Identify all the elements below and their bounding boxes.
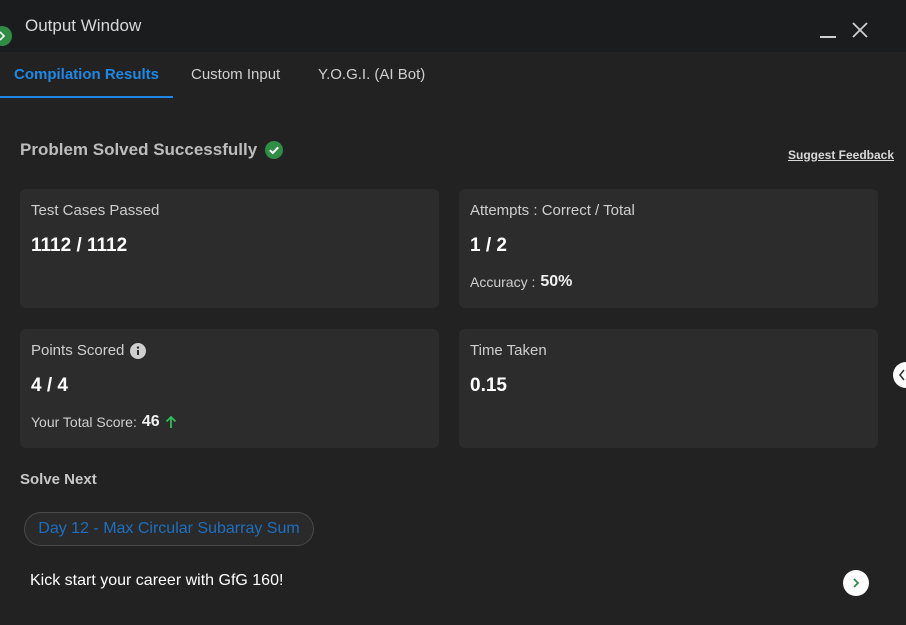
tab-bar: Compilation Results Custom Input Y.O.G.I… bbox=[0, 52, 906, 98]
test-cases-value: 1112 / 1112 bbox=[31, 235, 128, 256]
test-cases-label: Test Cases Passed bbox=[31, 202, 160, 219]
accuracy-value: 50% bbox=[540, 273, 573, 290]
window-title: Output Window bbox=[25, 16, 142, 35]
info-icon[interactable] bbox=[130, 342, 147, 359]
total-score-value: 46 bbox=[141, 413, 160, 430]
tab-custom-input[interactable]: Custom Input bbox=[191, 66, 281, 83]
tab-compilation-results[interactable]: Compilation Results bbox=[14, 66, 160, 83]
arrow-up-icon bbox=[165, 415, 177, 429]
points-label-row: Points Scored bbox=[31, 342, 147, 359]
time-taken-card: Time Taken 0.15 bbox=[459, 329, 878, 448]
accuracy-label: Accuracy : bbox=[470, 274, 536, 290]
test-cases-card: Test Cases Passed 1112 / 1112 bbox=[20, 189, 439, 308]
title-bar: Output Window bbox=[0, 0, 906, 52]
active-tab-indicator bbox=[0, 96, 173, 98]
chevron-right-icon[interactable] bbox=[843, 570, 869, 596]
time-taken-label: Time Taken bbox=[470, 342, 547, 359]
check-circle-icon bbox=[265, 141, 284, 159]
attempts-value: 1 / 2 bbox=[470, 235, 507, 256]
accuracy-row: Accuracy : 50% bbox=[470, 273, 572, 291]
next-problem-chip[interactable]: Day 12 - Max Circular Subarray Sum bbox=[24, 512, 314, 546]
points-label: Points Scored bbox=[31, 342, 125, 359]
tab-yogi-ai-bot[interactable]: Y.O.G.I. (AI Bot) bbox=[318, 66, 426, 83]
points-card: Points Scored 4 / 4 Your Total Score: 46 bbox=[20, 329, 439, 448]
suggest-feedback-link[interactable]: Suggest Feedback bbox=[788, 148, 895, 162]
promo-text: Kick start your career with GfG 160! bbox=[30, 572, 284, 589]
status-heading-text: Problem Solved Successfully bbox=[20, 140, 258, 159]
attempts-label: Attempts : Correct / Total bbox=[470, 202, 635, 219]
chevron-right-icon[interactable] bbox=[0, 26, 12, 46]
minimize-icon[interactable] bbox=[818, 22, 838, 40]
total-score-label: Your Total Score: bbox=[31, 414, 137, 430]
solve-next-heading: Solve Next bbox=[20, 471, 97, 488]
time-taken-value: 0.15 bbox=[470, 375, 507, 396]
attempts-card: Attempts : Correct / Total 1 / 2 Accurac… bbox=[459, 189, 878, 308]
status-heading: Problem Solved Successfully bbox=[20, 140, 284, 160]
points-value: 4 / 4 bbox=[31, 375, 68, 396]
collapse-panel-icon[interactable] bbox=[893, 362, 906, 388]
close-icon[interactable] bbox=[850, 20, 870, 40]
results-panel: Problem Solved Successfully Suggest Feed… bbox=[0, 98, 906, 625]
total-score-row: Your Total Score: 46 bbox=[31, 413, 177, 431]
